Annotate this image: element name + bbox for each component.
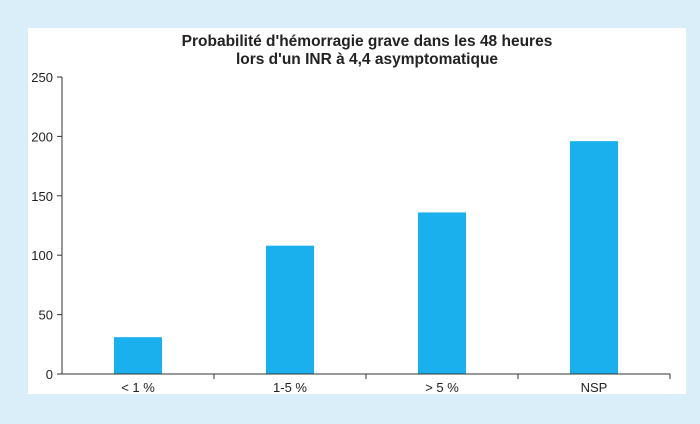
- y-tick-label-100: 100: [31, 248, 53, 263]
- x-tick-label-1: < 1 %: [121, 380, 155, 394]
- chart-panel: Probabilité d'hémorragie grave dans les …: [28, 28, 686, 394]
- x-tick-label-3: > 5 %: [425, 380, 459, 394]
- bar-4: [570, 141, 618, 374]
- bar-1: [114, 337, 162, 374]
- y-tick-label-200: 200: [31, 129, 53, 144]
- chart-title-line-2: lors d'un INR à 4,4 asymptomatique: [236, 51, 498, 68]
- y-tick-label-150: 150: [31, 189, 53, 204]
- x-tick-label-2: 1-5 %: [273, 380, 307, 394]
- bar-2: [266, 245, 314, 374]
- y-tick-label-250: 250: [31, 70, 53, 85]
- bar-chart: Probabilité d'hémorragie grave dans les …: [31, 33, 671, 394]
- chart-title-line-1: Probabilité d'hémorragie grave dans les …: [182, 33, 553, 50]
- y-tick-label-0: 0: [46, 367, 53, 382]
- bar-3: [418, 212, 466, 374]
- x-tick-label-4: NSP: [581, 380, 608, 394]
- y-tick-label-50: 50: [39, 308, 53, 323]
